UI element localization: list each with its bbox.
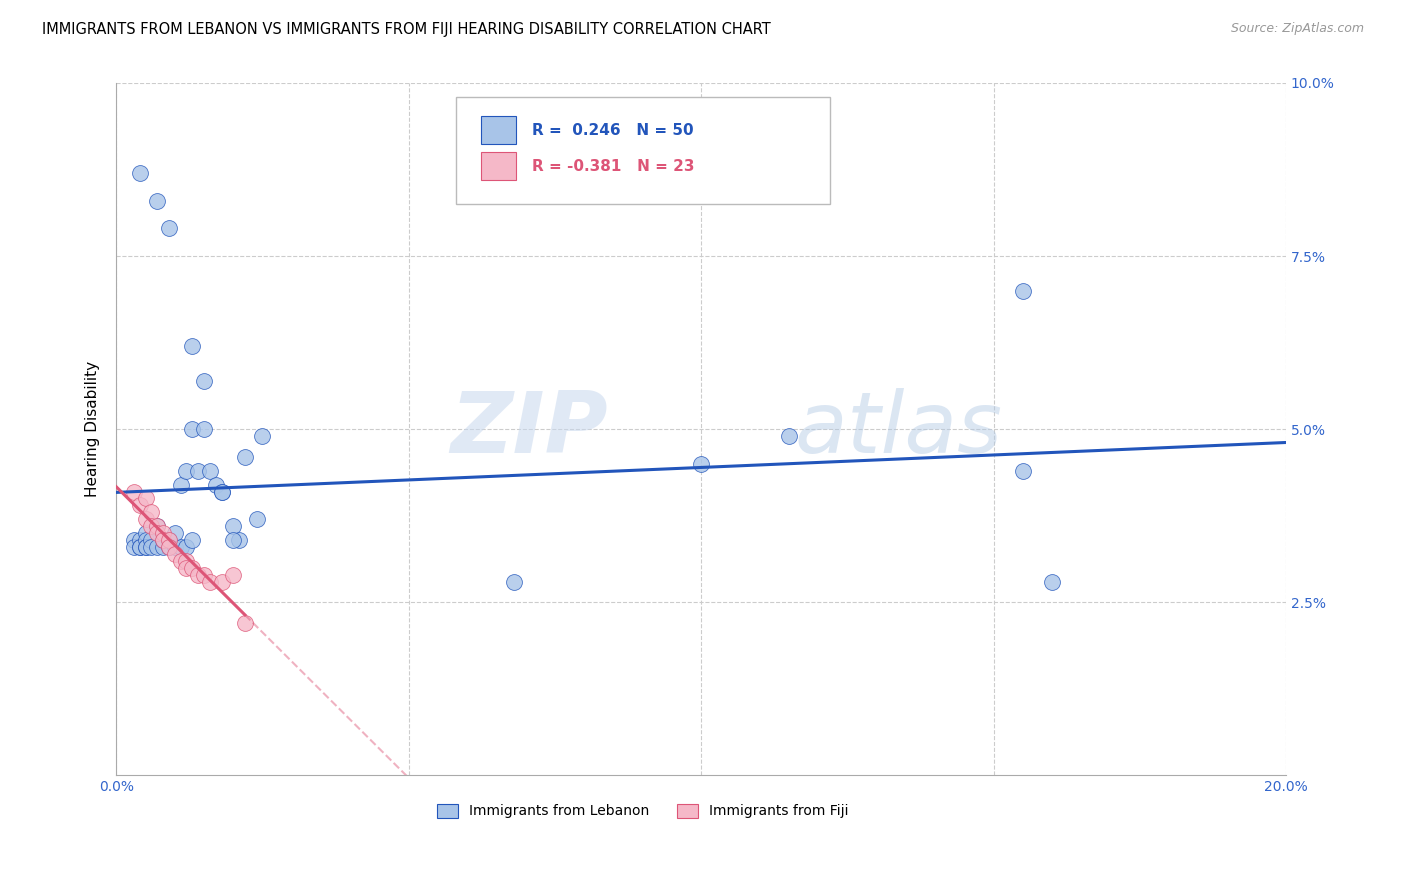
Point [1011, 284, 1033, 298]
Text: ZIP: ZIP [450, 388, 607, 471]
Point [128, 540, 150, 554]
Text: R = -0.381   N = 23: R = -0.381 N = 23 [531, 159, 695, 174]
Point [222, 519, 245, 533]
Point [181, 560, 204, 574]
Point [503, 574, 526, 589]
Bar [481, 116, 516, 144]
Point [181, 533, 204, 547]
Text: R =  0.246   N = 50: R = 0.246 N = 50 [531, 122, 693, 137]
Bar [481, 153, 516, 180]
Point [146, 519, 169, 533]
Point [198, 464, 221, 478]
Point [1040, 574, 1063, 589]
Point [176, 560, 198, 574]
Y-axis label: Hearing Disability: Hearing Disability [86, 361, 100, 497]
Point [128, 540, 150, 554]
Point [252, 429, 274, 443]
Point [141, 505, 163, 519]
Point [157, 533, 180, 547]
Point [198, 574, 221, 589]
Point [204, 477, 226, 491]
Point [222, 567, 245, 582]
Point [128, 499, 150, 513]
Point [187, 464, 209, 478]
Point [193, 374, 215, 388]
Point [146, 540, 169, 554]
Point [157, 533, 180, 547]
Point [141, 533, 163, 547]
Point [146, 526, 169, 541]
Point [181, 339, 204, 353]
Point [193, 422, 215, 436]
Point [233, 616, 256, 631]
Point [146, 194, 169, 208]
Point [134, 512, 156, 526]
Point [134, 540, 156, 554]
Point [157, 540, 180, 554]
Point [152, 533, 174, 547]
Text: atlas: atlas [794, 388, 1002, 471]
Point [128, 166, 150, 180]
Point [176, 554, 198, 568]
Point [134, 526, 156, 541]
Point [157, 540, 180, 554]
Point [193, 567, 215, 582]
Point [134, 533, 156, 547]
Point [163, 540, 186, 554]
Text: Source: ZipAtlas.com: Source: ZipAtlas.com [1230, 22, 1364, 36]
Point [211, 484, 233, 499]
Point [187, 567, 209, 582]
Point [163, 547, 186, 561]
Point [134, 491, 156, 506]
Point [228, 533, 250, 547]
Point [157, 221, 180, 235]
Point [181, 422, 204, 436]
Point [246, 512, 269, 526]
Point [122, 540, 145, 554]
Point [169, 477, 191, 491]
Point [1011, 464, 1033, 478]
Point [690, 457, 713, 471]
Point [141, 540, 163, 554]
Point [152, 540, 174, 554]
Point [122, 484, 145, 499]
Point [141, 519, 163, 533]
Legend: Immigrants from Lebanon, Immigrants from Fiji: Immigrants from Lebanon, Immigrants from… [432, 798, 853, 824]
Point [146, 519, 169, 533]
Point [122, 533, 145, 547]
Point [211, 484, 233, 499]
Point [176, 540, 198, 554]
Point [169, 554, 191, 568]
Point [176, 464, 198, 478]
Text: IMMIGRANTS FROM LEBANON VS IMMIGRANTS FROM FIJI HEARING DISABILITY CORRELATION C: IMMIGRANTS FROM LEBANON VS IMMIGRANTS FR… [42, 22, 770, 37]
Point [233, 450, 256, 464]
FancyBboxPatch shape [456, 97, 830, 204]
Point [222, 533, 245, 547]
Point [211, 574, 233, 589]
Point [152, 533, 174, 547]
Point [152, 526, 174, 541]
Point [778, 429, 800, 443]
Point [163, 526, 186, 541]
Point [169, 540, 191, 554]
Point [134, 540, 156, 554]
Point [128, 533, 150, 547]
